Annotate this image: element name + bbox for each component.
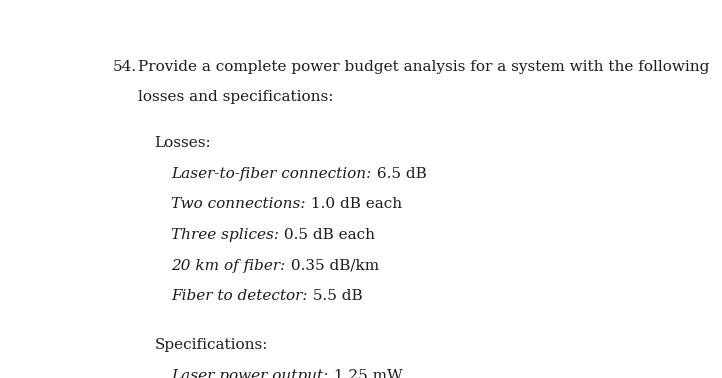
Text: Laser power output:: Laser power output: — [171, 369, 329, 378]
Text: 0.5 dB each: 0.5 dB each — [279, 228, 375, 242]
Text: 5.5 dB: 5.5 dB — [308, 289, 362, 303]
Text: Losses:: Losses: — [155, 136, 212, 150]
Text: 1.0 dB each: 1.0 dB each — [306, 197, 402, 211]
Text: Specifications:: Specifications: — [155, 338, 268, 352]
Text: 1.25 mW: 1.25 mW — [329, 369, 402, 378]
Text: 0.35 dB/km: 0.35 dB/km — [286, 259, 379, 273]
Text: Laser-to-fiber connection:: Laser-to-fiber connection: — [171, 167, 372, 181]
Text: Three splices:: Three splices: — [171, 228, 279, 242]
Text: Two connections:: Two connections: — [171, 197, 306, 211]
Text: losses and specifications:: losses and specifications: — [138, 90, 334, 104]
Text: 20 km of fiber:: 20 km of fiber: — [171, 259, 286, 273]
Text: 6.5 dB: 6.5 dB — [372, 167, 427, 181]
Text: Provide a complete power budget analysis for a system with the following: Provide a complete power budget analysis… — [138, 60, 709, 74]
Text: Fiber to detector:: Fiber to detector: — [171, 289, 308, 303]
Text: 54.: 54. — [113, 60, 136, 74]
